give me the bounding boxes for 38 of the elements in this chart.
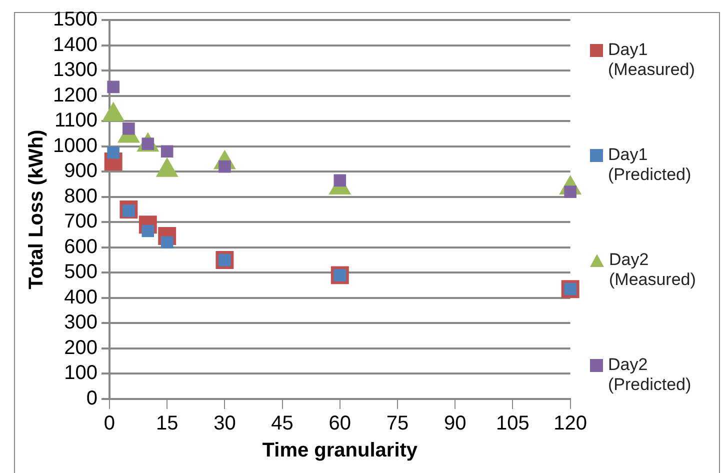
- y-tick-label: 300: [64, 312, 98, 334]
- y-tick-label: 100: [64, 362, 98, 384]
- legend-label: Day2 (Predicted): [608, 355, 692, 395]
- legend-label: Day1 (Predicted): [608, 145, 692, 185]
- x-tick-label: 0: [104, 412, 116, 435]
- legend-label: Day2 (Measured): [609, 250, 697, 290]
- point: [107, 80, 120, 94]
- y-tick-label: 1300: [52, 59, 98, 82]
- point: [107, 146, 120, 159]
- y-tick-label: 1200: [52, 84, 98, 106]
- x-tick-label: 30: [214, 412, 236, 435]
- y-tick-label: 500: [64, 261, 98, 284]
- y-tick-label: 800: [64, 185, 98, 208]
- y-axis-title: Total Loss (kWh): [26, 130, 48, 290]
- x-tick-label: 90: [444, 412, 466, 435]
- x-tick-label: 105: [496, 412, 530, 435]
- y-tick-label: 1100: [54, 110, 98, 132]
- y-tick-label: 700: [64, 210, 98, 233]
- x-tick-label: 15: [156, 412, 178, 435]
- y-tick-label: 1500: [52, 8, 98, 31]
- y-tick-label: 200: [64, 336, 98, 359]
- y-tick-label: 1400: [52, 34, 98, 56]
- x-tick-label: 75: [386, 412, 409, 435]
- y-tick-label: 600: [64, 236, 98, 258]
- x-tick-label: 60: [328, 412, 352, 435]
- point: [122, 122, 135, 135]
- x-tick-label: 45: [271, 412, 294, 435]
- y-tick-label: 900: [64, 160, 98, 182]
- x-tick-label: 120: [554, 412, 588, 435]
- y-tick-label: 400: [64, 286, 98, 308]
- point: [218, 160, 231, 173]
- y-tick-label: 0: [86, 388, 98, 410]
- point: [334, 174, 346, 187]
- point: [564, 186, 576, 198]
- legend-label: Day1 (Measured): [608, 40, 696, 80]
- x-axis-title: Time granularity: [262, 440, 418, 462]
- y-tick-label: 1000: [52, 134, 98, 157]
- point: [160, 145, 174, 158]
